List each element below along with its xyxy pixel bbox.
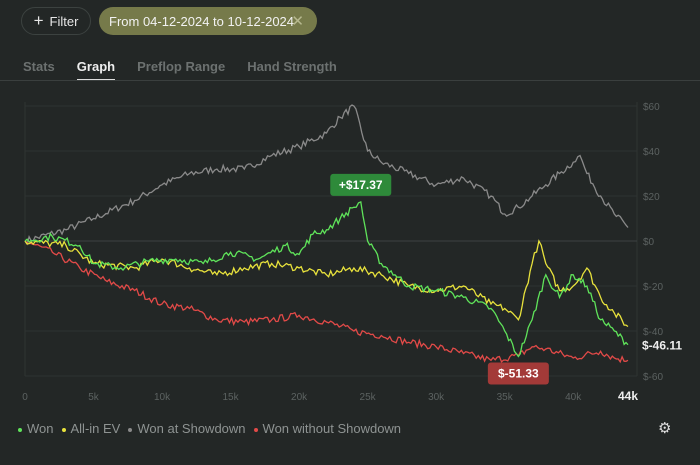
x-tick-label: 5k: [88, 392, 100, 403]
close-icon[interactable]: ✕: [291, 13, 304, 30]
x-tick-label: 35k: [497, 392, 514, 403]
series-line-won-without-showdown: [24, 240, 629, 364]
min-annotation: $-51.33: [498, 366, 539, 380]
filter-label: Filter: [49, 13, 79, 29]
max-annotation-bg: [330, 173, 392, 196]
series-line-won-at-showdown: [24, 104, 629, 246]
tab-stats[interactable]: Stats: [23, 59, 55, 74]
date-range-chip[interactable]: From 04-12-2024 to 10-12-2024 ✕: [99, 7, 317, 35]
x-tick-label: 10k: [154, 392, 171, 403]
legend: Won All-in EV Won at Showdown Won withou…: [18, 421, 401, 436]
legend-item-won-at-showdown[interactable]: Won at Showdown: [128, 421, 246, 436]
x-tick-label: 0: [22, 392, 28, 403]
y-tick-label: $40: [643, 147, 660, 158]
x-tick-label: 44k: [618, 389, 638, 403]
max-annotation: +$17.37: [339, 178, 383, 192]
legend-item-all-in-ev[interactable]: All-in EV: [61, 421, 120, 436]
last-value-label: $-46.11: [642, 339, 682, 353]
filter-button[interactable]: + Filter: [21, 7, 91, 35]
legend-item-won[interactable]: Won: [18, 421, 54, 436]
y-tick-label: $-60: [643, 372, 663, 383]
y-tick-label: $-20: [643, 282, 663, 293]
divider: [0, 80, 700, 81]
x-tick-label: 20k: [291, 392, 308, 403]
y-tick-label: $60: [643, 102, 660, 113]
series-line-won: [24, 200, 629, 358]
plus-icon: +: [33, 11, 44, 30]
date-range-label: From 04-12-2024 to 10-12-2024: [109, 13, 295, 29]
y-tick-label: $-40: [643, 327, 663, 338]
y-tick-label: $0: [643, 237, 655, 248]
x-tick-label: 15k: [223, 392, 240, 403]
tab-preflop-range[interactable]: Preflop Range: [137, 59, 226, 74]
x-tick-label: 25k: [360, 392, 377, 403]
tab-hand-strength[interactable]: Hand Strength: [247, 59, 337, 74]
gear-icon[interactable]: ⚙: [658, 420, 672, 437]
min-annotation-bg: [487, 362, 549, 385]
tab-bar: Stats Graph Preflop Range Hand Strength: [23, 59, 359, 81]
x-tick-label: 30k: [428, 392, 445, 403]
x-tick-label: 40k: [565, 392, 582, 403]
legend-item-won-without-showdown[interactable]: Won without Showdown: [253, 421, 401, 436]
y-tick-label: $20: [643, 192, 660, 203]
